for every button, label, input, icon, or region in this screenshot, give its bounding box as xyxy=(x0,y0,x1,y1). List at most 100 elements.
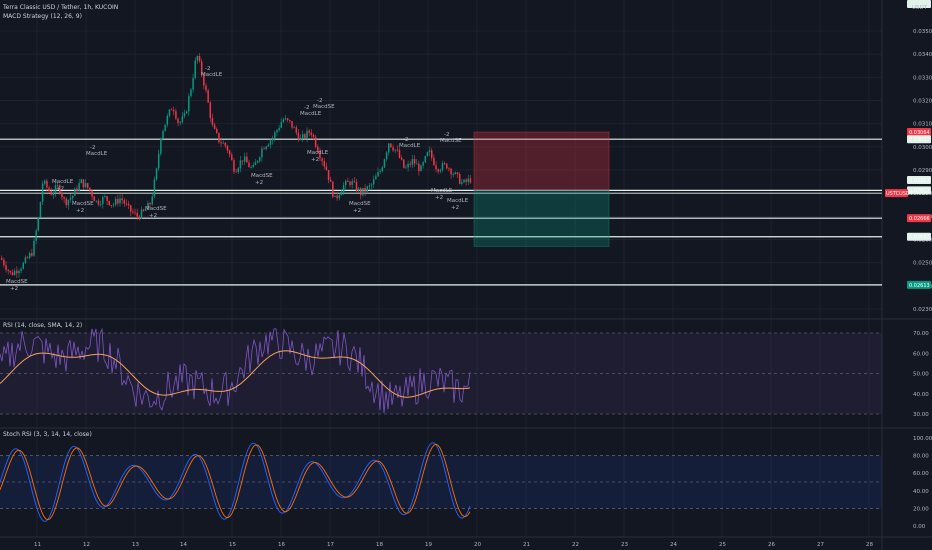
candle-body xyxy=(160,138,162,154)
stoch-axis-tick: 20.00 xyxy=(913,506,929,512)
candle-body xyxy=(265,146,267,149)
time-axis-label: 17 xyxy=(327,542,334,548)
candle-body xyxy=(198,55,201,62)
candle-body xyxy=(179,122,181,123)
candle-body xyxy=(304,134,306,139)
candle-body xyxy=(114,198,117,205)
candle-body xyxy=(366,186,368,192)
candle-body xyxy=(99,204,102,205)
candle-body xyxy=(332,181,334,197)
candle-body xyxy=(465,179,467,182)
candle-body xyxy=(349,181,351,185)
macd-signal-label: MacdSE xyxy=(349,201,371,207)
candle-body xyxy=(377,172,379,177)
strategy-label[interactable]: MACD Strategy (12, 26, 9) xyxy=(3,13,82,20)
position-box[interactable] xyxy=(473,131,610,247)
candle-body xyxy=(312,134,315,138)
candle-body xyxy=(209,102,212,118)
candle-body xyxy=(185,111,188,114)
candle-body xyxy=(385,152,388,160)
price-tag xyxy=(907,128,931,137)
candle-body xyxy=(46,180,48,188)
candle-body xyxy=(190,89,192,97)
macd-qty-label: +2 xyxy=(149,213,157,219)
candle-body xyxy=(39,201,42,218)
candle-body xyxy=(252,165,255,168)
macd-qty-label: +2 xyxy=(353,208,361,214)
candle-body xyxy=(426,152,429,157)
candle-body xyxy=(379,171,381,173)
candle-body xyxy=(250,167,252,168)
candle-body xyxy=(334,195,336,197)
macd-signal-label: MacdSE xyxy=(251,173,273,179)
candle-body xyxy=(56,185,59,186)
rsi-axis-tick: 40.00 xyxy=(913,392,929,398)
time-axis-label: 15 xyxy=(229,542,236,548)
candle-body xyxy=(175,111,177,119)
stoch-rsi-title[interactable]: Stoch RSI (3, 3, 14, 14, close) xyxy=(3,431,92,438)
candle-body xyxy=(3,259,5,266)
candle-body xyxy=(97,200,100,205)
candle-body xyxy=(33,240,35,256)
candle-body xyxy=(263,148,265,150)
candle-body xyxy=(200,61,203,75)
candle-body xyxy=(256,160,259,163)
price-tag xyxy=(907,186,931,195)
candle-body xyxy=(396,149,399,151)
candle-body xyxy=(327,170,330,180)
candle-body xyxy=(41,183,44,202)
time-axis-label: 20 xyxy=(474,542,481,548)
price-tag xyxy=(907,280,931,289)
candle-body xyxy=(411,159,414,165)
candle-body xyxy=(437,169,439,172)
candle-body xyxy=(181,116,184,123)
candle-body xyxy=(319,152,321,159)
candle-body xyxy=(138,216,141,219)
candle-body xyxy=(211,117,214,125)
candle-body xyxy=(93,196,95,201)
candle-body xyxy=(463,179,465,183)
macd-signal-label: MacdLE xyxy=(431,188,453,194)
macd-signal-label: MacdLE xyxy=(86,151,108,157)
candle-body xyxy=(224,142,227,146)
price-tag-label: 0.02666 xyxy=(909,216,930,222)
candle-body xyxy=(450,168,452,175)
candle-body xyxy=(192,78,194,90)
candle-body xyxy=(353,181,356,182)
stoch-k-line xyxy=(0,442,471,522)
price-tag-label: 0.02812 xyxy=(909,188,930,194)
candle-body xyxy=(213,124,216,129)
macd-qty-label: -2 xyxy=(444,132,449,138)
candle-body xyxy=(151,196,153,205)
candle-body xyxy=(364,187,366,192)
rsi-axis-tick: 60.00 xyxy=(913,351,929,357)
candle-body xyxy=(125,203,128,205)
macd-qty-label: -2 xyxy=(90,145,95,151)
rsi-title[interactable]: RSI (14, close, SMA, 14, 2) xyxy=(3,322,82,329)
candle-body xyxy=(467,178,470,182)
macd-signal-label: MacdSE xyxy=(440,138,462,144)
candle-body xyxy=(67,199,70,206)
candle-body xyxy=(61,192,63,198)
candle-body xyxy=(218,132,220,143)
candle-body xyxy=(69,197,72,200)
candle-body xyxy=(254,162,257,166)
candle-body xyxy=(418,163,420,172)
candle-body xyxy=(375,176,377,180)
candle-body xyxy=(63,197,65,199)
time-axis[interactable]: 11 12 13 14 15 16 17 18 19 20 21 22 23 24 25 26 27 28 xyxy=(34,542,873,548)
candle-body xyxy=(188,96,190,112)
candle-body xyxy=(259,157,261,161)
candle-body xyxy=(59,185,61,193)
candle-body xyxy=(269,140,272,145)
candle-body xyxy=(205,85,207,91)
candle-body xyxy=(87,183,89,188)
macd-signal-label: MacdLE xyxy=(52,179,74,185)
macd-signal-labels: MacdSE+2MacdLE+2MacdSE+2MacdLE-2MacdSE+2… xyxy=(6,66,469,292)
candle-body xyxy=(295,127,298,133)
